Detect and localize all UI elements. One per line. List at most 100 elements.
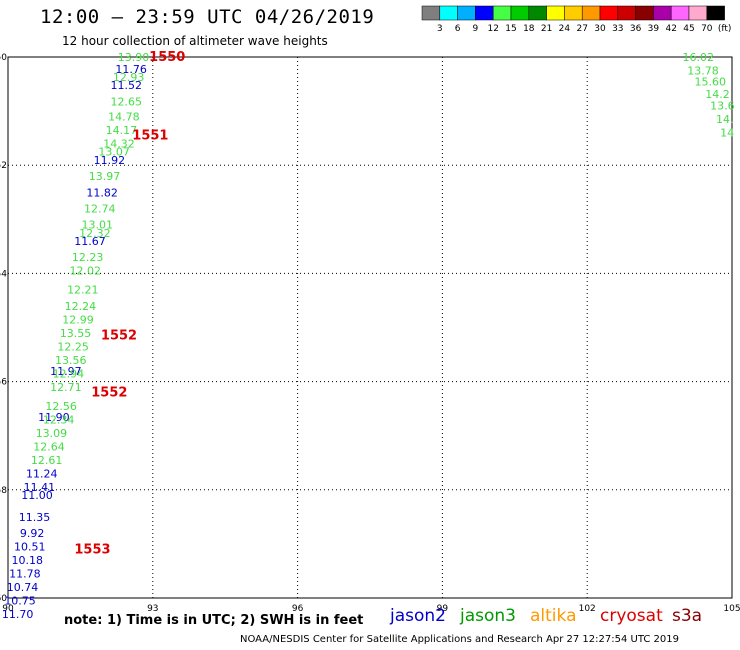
data-label-jason3: 13.78 [687,65,719,78]
color-scale-swatch [475,5,494,21]
data-label-jason3: 12.21 [67,284,99,297]
data-label-jason3: 13.97 [89,170,121,183]
color-scale-label: 42 [665,24,676,34]
color-scale-label: 6 [455,24,461,34]
data-label-jason3: 12.25 [57,340,89,353]
data-label-jason2: 11.35 [19,511,51,524]
mission-s3a: s3a [672,606,703,626]
data-label-jason3: 12.94 [53,367,85,380]
color-scale-swatch [528,5,547,21]
data-label-jason3: 13.56 [55,354,87,367]
data-label-jason3: 12.34 [43,413,75,426]
color-scale-swatch [706,5,725,21]
color-scale-label: 39 [648,24,660,34]
data-label-jason2: 10.51 [14,541,46,554]
data-label-jason3: 12.02 [69,265,101,278]
color-scale-label: 45 [683,24,694,34]
color-scale-label: 15 [505,24,516,34]
color-scale-swatch [670,5,690,21]
x-tick-label: 93 [147,604,158,614]
data-label-cryosat: 1551 [132,128,168,143]
data-label-jason2: 11.76 [115,63,147,76]
y-tick-label: -58 [0,486,7,496]
color-scale-swatch [439,5,458,21]
data-label-jason3: 12.71 [50,381,82,394]
footer-note: note: 1) Time is in UTC; 2) SWH is in fe… [64,613,364,628]
data-label-jason3: 12.32 [79,227,111,240]
data-label-jason2: 11.24 [26,468,58,481]
color-scale-label: 36 [630,24,642,34]
data-label-jason2: 11.52 [111,79,143,92]
data-label-cryosat: 1550 [149,50,185,65]
data-label-jason2: 11.97 [50,365,82,378]
data-label-jason3: 15.60 [695,75,727,88]
data-label-jason3: 12.56 [45,400,77,413]
grid-lines [8,57,732,598]
color-scale-label: 70 [701,24,713,34]
color-scale-label: 9 [473,24,479,34]
data-label-jason3: 12.23 [72,251,104,264]
data-label-jason2: 9.92 [20,527,45,540]
y-tick-label: -50 [0,53,7,63]
mission-jason3: jason3 [460,606,516,626]
color-scale: 3 6 9 12 15 18 21 24 27 30 33 36 39 42 45 70 (ft) [421,5,732,34]
data-label-jason3: 12.65 [111,95,143,108]
data-label-jason2: 11.92 [94,154,126,167]
data-label-jason3: 12.64 [33,441,65,454]
page-title: 12:00 — 23:59 UTC 04/26/2019 [40,6,375,28]
data-label-jason3: 12.24 [65,300,97,313]
mission-cryosat: cryosat [600,606,663,626]
color-scale-swatch [457,5,476,21]
plot-frame [7,56,733,599]
color-scale-label: 18 [523,24,535,34]
data-label-jason3: 14. [716,113,734,126]
y-tick-label: -56 [0,378,7,388]
color-scale-swatch [688,5,708,21]
data-label-jason2: 11.78 [9,568,41,581]
color-scale-label: (ft) [718,24,732,34]
color-scale-swatch [564,5,583,21]
x-tick-label: 90 [2,604,14,614]
data-label-jason2: 11.90 [38,411,70,424]
data-label-jason3: 13.90 [118,51,150,64]
data-points: 11.76 11.52 11.92 11.82 11.67 11.97 11.90 11.24… [2,50,735,621]
data-label-jason3: 12.74 [84,202,116,215]
data-label-jason2: 11.70 [2,608,34,621]
data-label-jason3: 14.2 [705,88,730,101]
axes: 90 93 96 99 102 105 -50 -52 -54 -56 -58 -60 [0,53,740,614]
data-label-jason3: 14.17 [106,124,138,137]
y-tick-label: -60 [0,594,7,604]
data-label-jason3: 12.93 [113,71,145,84]
color-scale-label: 33 [612,24,623,34]
mission-altika: altika [530,606,577,626]
data-label-jason3: 13.55 [60,327,92,340]
x-tick-label: 99 [437,604,449,614]
data-label-jason3: 13.07 [98,146,130,159]
data-label-jason2: 11.41 [24,481,56,494]
data-label-cryosat: 1553 [74,542,110,557]
data-label-jason2: 11.00 [21,489,53,502]
data-label-jason3: 13.09 [36,427,68,440]
data-label-jason3: 12.99 [62,313,94,326]
x-tick-label: 105 [723,604,740,614]
mission-jason2: jason2 [390,606,446,626]
x-tick-label: 96 [292,604,304,614]
color-scale-label: 3 [437,24,443,34]
color-scale-label: 12 [487,24,498,34]
data-label-jason3: 13.6 [710,100,735,113]
color-scale-swatch [492,5,512,21]
data-label-jason2: 10.74 [7,581,39,594]
color-scale-label: 21 [541,24,552,34]
color-scale-swatch [546,5,565,21]
data-label-cryosat: 1552 [91,385,127,400]
color-scale-swatch [599,5,619,21]
data-label-jason3: 13.01 [82,219,114,232]
color-scale-swatch [581,5,601,21]
data-label-jason3: 14 [720,127,734,140]
data-label-jason3: 14.32 [103,138,135,151]
color-scale-label: 24 [559,24,571,34]
credit-line: NOAA/NESDIS Center for Satellite Applica… [240,634,679,645]
data-label-jason2: 10.75 [4,595,36,608]
x-tick-label: 102 [579,604,596,614]
